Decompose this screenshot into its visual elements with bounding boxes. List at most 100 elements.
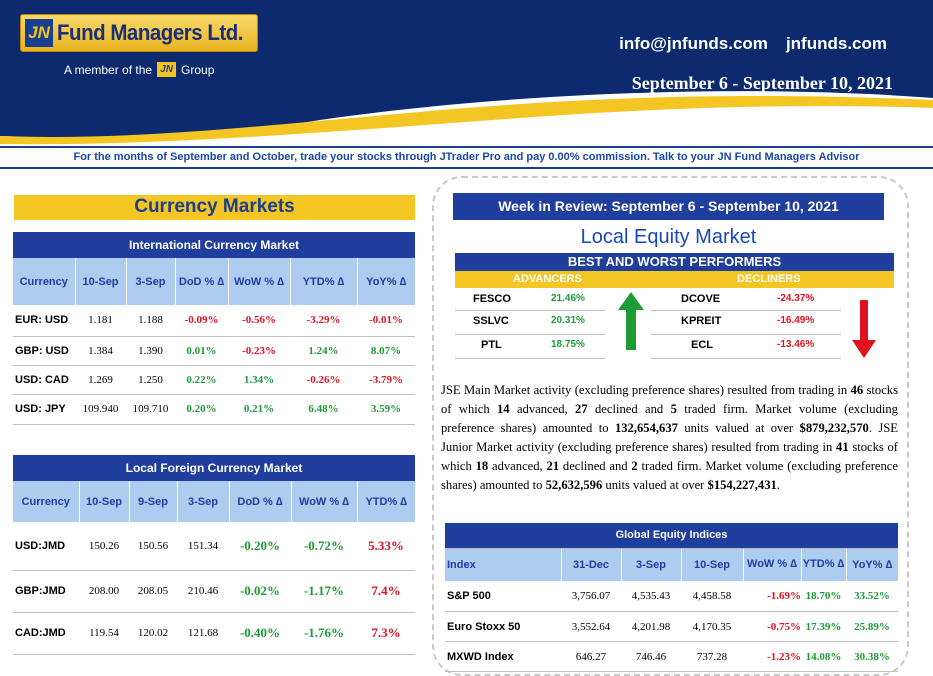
divider [0, 167, 933, 169]
cell: 1.34% [228, 365, 290, 395]
ticker: SSLVC [473, 315, 509, 327]
cell: 7.4% [357, 570, 415, 613]
column-header: WoW % ∆ [743, 548, 802, 581]
cell: 109.940 [75, 394, 126, 425]
performers-subheader: ADVANCERS DECLINERS [455, 271, 894, 288]
cell: -0.72% [291, 522, 357, 571]
table-row: USD:JMD 150.26 150.56 151.34 -0.20% -0.7… [13, 522, 415, 571]
column-header: Currency [13, 258, 76, 305]
pair-name: CAD:JMD [13, 612, 79, 655]
column-header: 3-Sep [126, 258, 176, 305]
cell: 737.28 [681, 641, 743, 672]
cell: 33.52% [846, 580, 898, 612]
promo-banner: For the months of September and October,… [73, 151, 860, 163]
cell: 14.08% [801, 641, 846, 672]
decliners-label: DECLINERS [737, 273, 801, 285]
divider [651, 310, 841, 311]
column-header: 10-Sep [79, 481, 130, 522]
pair-name: USD: CAD [13, 365, 75, 395]
week-review-title: Week in Review: September 6 - September … [453, 193, 884, 220]
jn-group-logo: JN [157, 62, 177, 77]
change-pct: 21.46% [551, 293, 585, 304]
table-row: USD: JPY 109.940 109.710 0.20% 0.21% 6.4… [13, 394, 415, 425]
cell: -3.79% [357, 365, 415, 395]
advancers-label: ADVANCERS [513, 273, 582, 285]
cell: 150.56 [129, 522, 177, 571]
index-name: Euro Stoxx 50 [445, 611, 561, 642]
cell: 1.269 [75, 365, 126, 395]
company-logo[interactable]: JN Fund Managers Ltd. [20, 14, 258, 52]
international-currency-table: International Currency Market Currency 1… [13, 232, 415, 425]
cell: 120.02 [129, 612, 177, 655]
cell: -0.09% [175, 305, 228, 337]
cell: 17.39% [801, 611, 846, 642]
cell: 3,552.64 [561, 611, 621, 642]
report-period: September 6 - September 10, 2021 [631, 73, 893, 93]
change-pct: -24.37% [777, 293, 815, 304]
cell: -0.26% [290, 365, 357, 395]
change-pct: 18.75% [551, 339, 585, 350]
cell: 4,458.58 [681, 580, 743, 612]
table-title: International Currency Market [13, 232, 415, 258]
cell: 4,535.43 [621, 580, 681, 612]
member-suffix: Group [181, 62, 215, 77]
website-link[interactable]: jnfunds.com [785, 34, 887, 53]
performers-title: BEST AND WORST PERFORMERS [455, 253, 894, 271]
advancer-row: SSLVC 20.31% [455, 312, 605, 332]
column-header: DoD % ∆ [229, 481, 292, 522]
cell: 3.59% [357, 394, 415, 425]
jn-logo-mark: JN [25, 19, 53, 47]
cell: 208.00 [79, 570, 129, 613]
cell: 1.250 [126, 365, 175, 395]
column-header: YTD% ∆ [801, 548, 847, 581]
up-arrow-icon [618, 292, 644, 350]
change-pct: -13.46% [777, 339, 815, 350]
table-row: Euro Stoxx 50 3,552.64 4,201.98 4,170.35… [445, 611, 898, 642]
cell: 3,756.07 [561, 580, 621, 612]
cell: 4,201.98 [621, 611, 681, 642]
cell: 1.188 [126, 305, 175, 337]
table-row: CAD:JMD 119.54 120.02 121.68 -0.40% -1.7… [13, 612, 415, 655]
cell: 0.22% [175, 365, 228, 395]
index-name: MXWD Index [445, 641, 561, 672]
decliner-row: ECL -13.46% [651, 336, 841, 356]
decliner-row: DCOVE -24.37% [651, 290, 841, 310]
column-header: DoD % ∆ [175, 258, 229, 305]
divider [455, 358, 605, 359]
divider [455, 334, 605, 335]
divider [0, 146, 933, 148]
email-link[interactable]: info@jnfunds.com [619, 34, 768, 53]
cell: 1.390 [126, 336, 175, 366]
ticker: ECL [691, 339, 713, 351]
column-header: 3-Sep [621, 548, 682, 581]
column-header: 9-Sep [129, 481, 178, 522]
table-title: Local Foreign Currency Market [13, 455, 415, 481]
table-title: Global Equity Indices [445, 523, 898, 549]
advancer-row: PTL 18.75% [455, 336, 605, 356]
column-header: Index [445, 548, 562, 581]
cell: 150.26 [79, 522, 129, 571]
cell: 151.34 [177, 522, 229, 571]
column-header: 3-Sep [177, 481, 230, 522]
cell: 8.07% [357, 336, 415, 366]
currency-markets-title: Currency Markets [14, 195, 415, 220]
table-row: S&P 500 3,756.07 4,535.43 4,458.58 -1.69… [445, 580, 898, 612]
divider [651, 358, 841, 359]
cell: 1.181 [75, 305, 126, 337]
pair-name: USD: JPY [13, 394, 75, 425]
table-row: GBP:JMD 208.00 208.05 210.46 -0.02% -1.1… [13, 570, 415, 613]
ticker: FESCO [473, 293, 511, 305]
change-pct: 20.31% [551, 315, 585, 326]
cell: 5.33% [357, 522, 415, 571]
cell: -0.01% [357, 305, 415, 337]
cell: -1.23% [743, 641, 801, 672]
column-header: YoY% ∆ [357, 258, 415, 305]
pair-name: GBP:JMD [13, 570, 79, 613]
cell: 646.27 [561, 641, 621, 672]
table-row: USD: CAD 1.269 1.250 0.22% 1.34% -0.26% … [13, 365, 415, 395]
company-name: Fund Managers Ltd. [57, 20, 243, 45]
cell: 18.70% [801, 580, 846, 612]
cell: -0.75% [743, 611, 801, 642]
divider [455, 310, 605, 311]
market-summary-text: JSE Main Market activity (excluding pref… [441, 383, 898, 492]
